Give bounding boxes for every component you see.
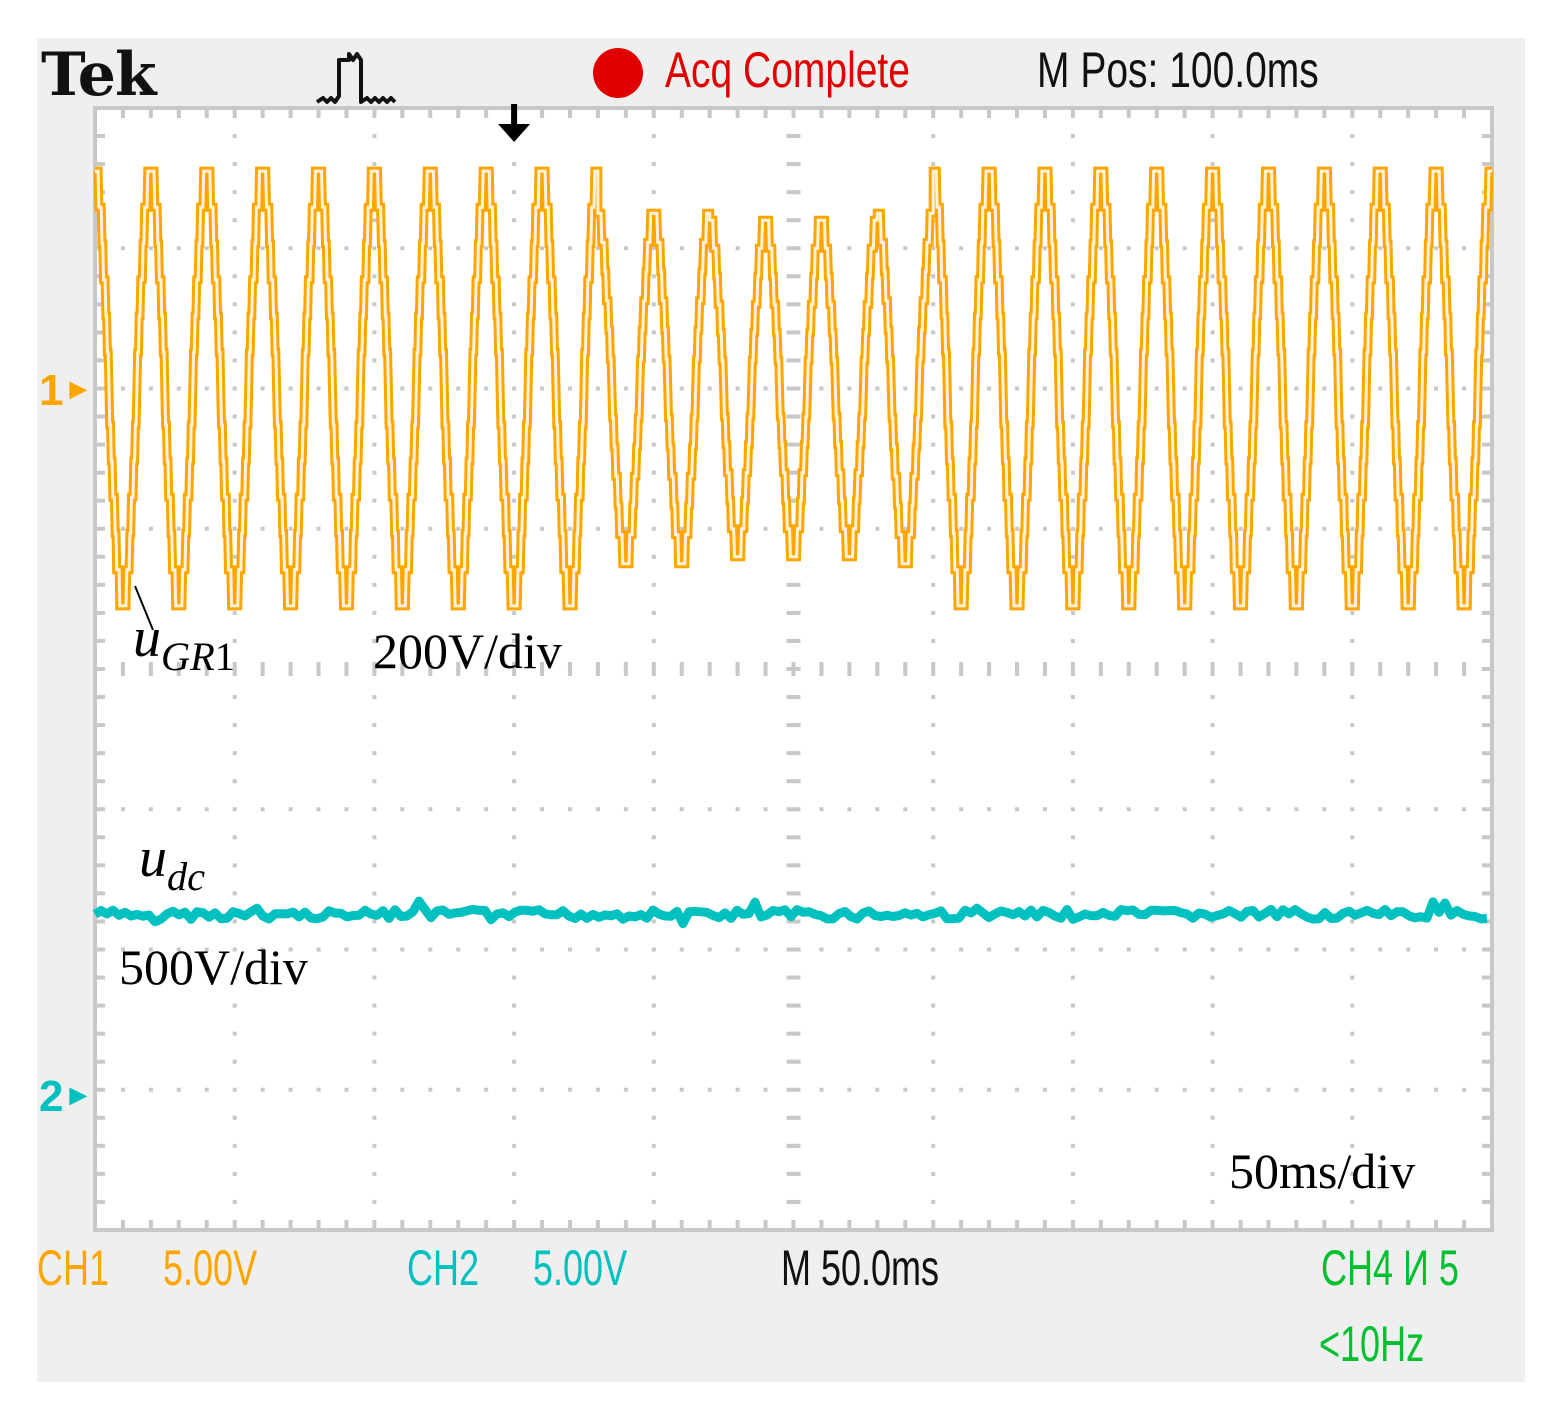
ch1-label: CH1 (37, 1240, 110, 1296)
ch1-scale: 5.00V (163, 1240, 258, 1296)
udc-trace (92, 896, 1488, 929)
ugr1-leader-line (134, 585, 154, 631)
trigger-frequency: <10Hz (1319, 1316, 1425, 1372)
ch1-scale-annotation: 200V/div (373, 623, 562, 679)
brand-logo: Tek (41, 40, 157, 110)
acq-status: Acq Complete (665, 42, 910, 98)
ch2-scale: 5.00V (533, 1240, 628, 1296)
timebase-annotation: 50ms/div (1229, 1143, 1416, 1199)
timebase: M 50.0ms (781, 1240, 940, 1296)
horizontal-position: M Pos: 100.0ms (1037, 42, 1319, 98)
marker-arrow-icon: ► (63, 373, 94, 406)
trigger-position-arrow-icon (498, 104, 531, 142)
ch2-scale-annotation: 500V/div (119, 939, 308, 995)
ch2-ground-marker: 2► (39, 1072, 94, 1121)
trigger-source: CH4 И 5 (1321, 1240, 1459, 1296)
udc-label: udc (139, 827, 206, 900)
graticule (92, 104, 1494, 1232)
marker-arrow-icon: ► (63, 1079, 94, 1112)
stop-octagon-icon (593, 48, 643, 98)
ch2-label: CH2 (407, 1240, 480, 1296)
trigger-pulse-icon (315, 52, 397, 104)
ugr1-trace-core (95, 169, 1492, 608)
ugr1-label: uGR1 (133, 607, 235, 680)
ch1-ground-marker: 1► (39, 366, 94, 415)
oscilloscope-screen: Tek Acq Complete M Pos: 100.0ms 1► 2► uG… (37, 38, 1525, 1382)
